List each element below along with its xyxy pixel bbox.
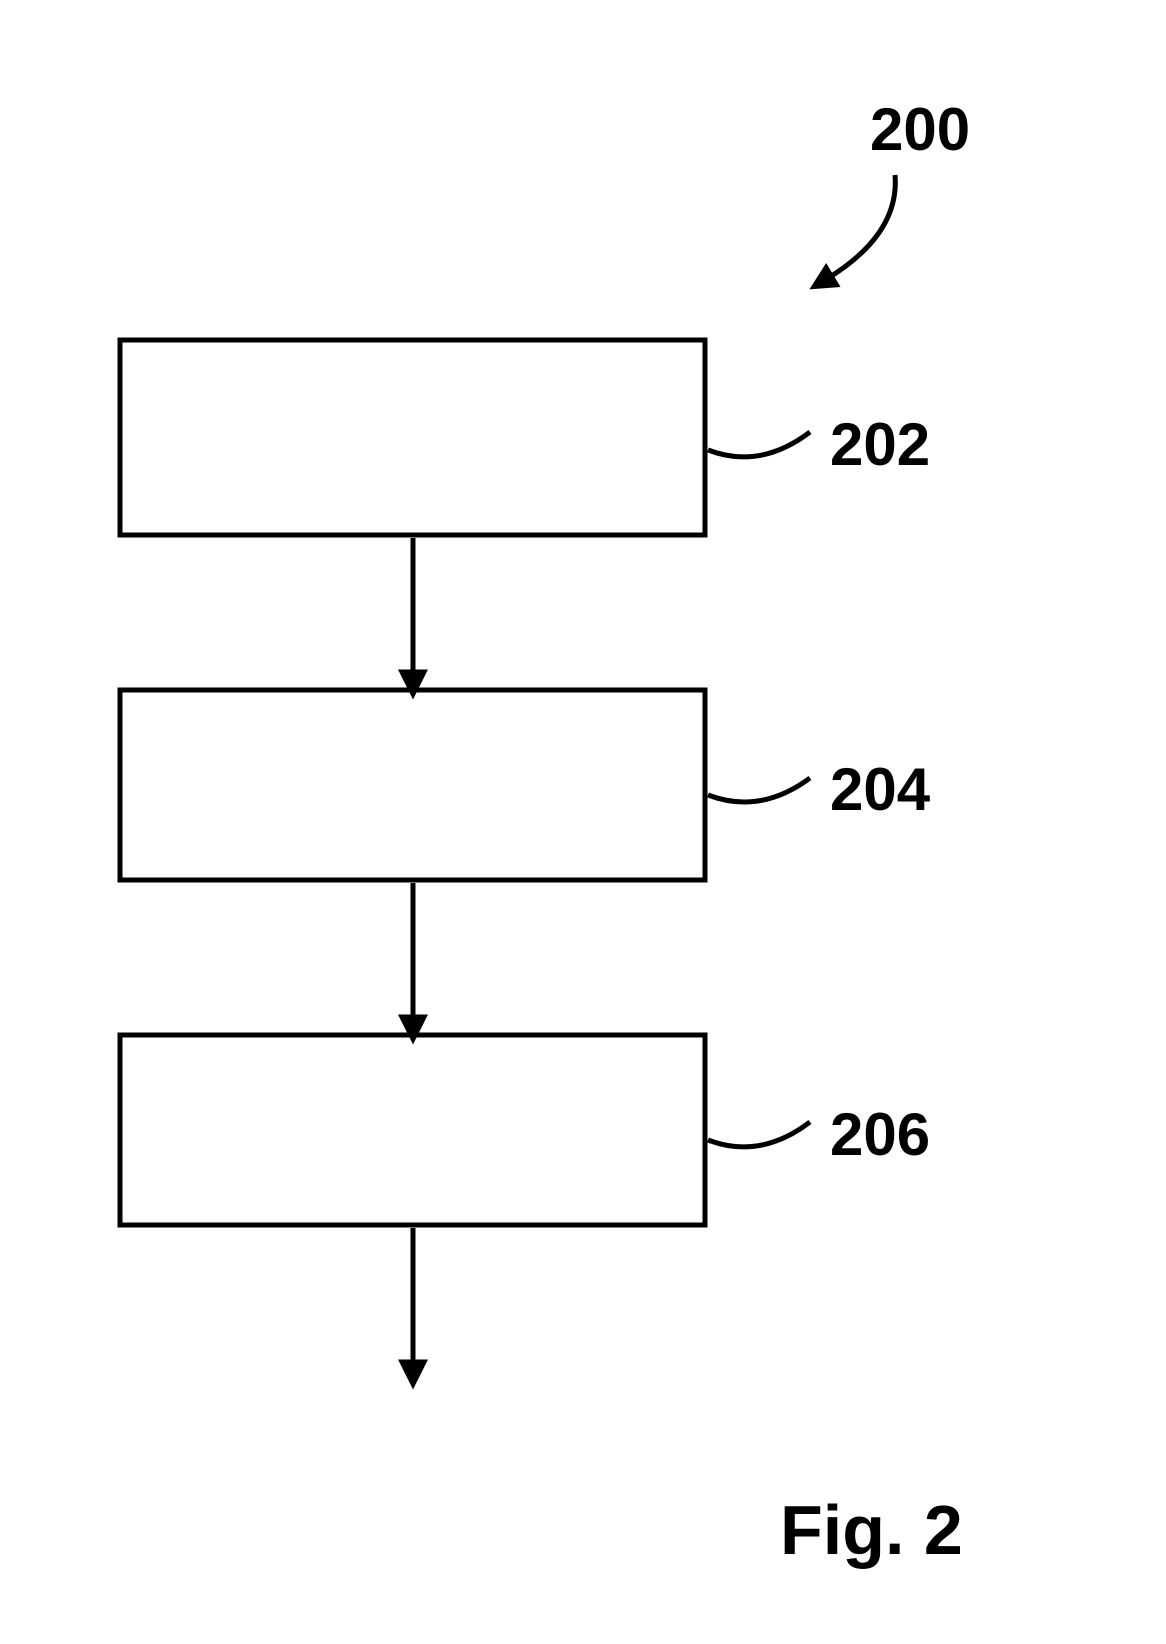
flowchart-diagram: 202 204 206 200 Fig. 2	[0, 0, 1166, 1639]
leader-line	[708, 1122, 810, 1147]
flowchart-box	[120, 690, 705, 880]
leader-line	[708, 432, 810, 457]
box-label: 206	[830, 1100, 930, 1169]
box-label: 202	[830, 410, 930, 479]
diagram-title-label: 200	[870, 95, 970, 164]
flowchart-box	[120, 1035, 705, 1225]
figure-caption: Fig. 2	[780, 1490, 963, 1570]
leader-line	[708, 778, 810, 802]
box-label: 204	[830, 755, 930, 824]
flowchart-box	[120, 340, 705, 535]
title-pointer-arrow	[825, 175, 895, 280]
diagram-canvas	[0, 0, 1166, 1639]
